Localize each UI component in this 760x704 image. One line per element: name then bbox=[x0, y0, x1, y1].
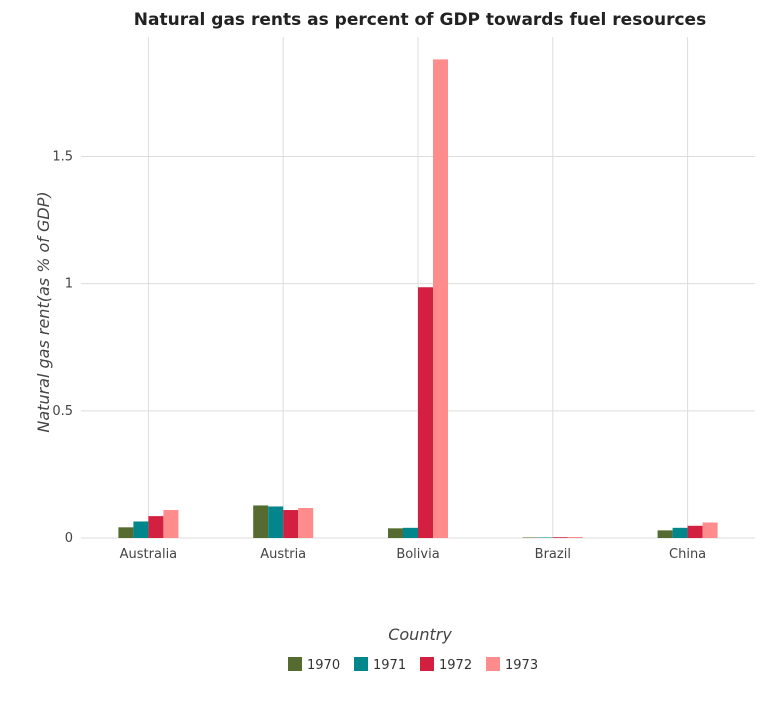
bar-china-1972 bbox=[687, 525, 703, 538]
gridlines bbox=[81, 37, 755, 539]
bar-bolivia-1971 bbox=[403, 527, 418, 538]
bar-australia-1973 bbox=[163, 510, 179, 538]
bar-china-1971 bbox=[672, 527, 688, 538]
bars bbox=[118, 59, 718, 538]
legend-swatch-1970 bbox=[288, 657, 302, 671]
bar-austria-1973 bbox=[298, 507, 314, 538]
y-tick-label: 1 bbox=[65, 277, 73, 292]
x-axis-label: Country bbox=[388, 625, 452, 644]
y-tick-label: 0 bbox=[65, 531, 73, 546]
legend-swatch-1972 bbox=[420, 657, 434, 671]
bar-bolivia-1972 bbox=[418, 287, 433, 538]
y-tick-label: 0.5 bbox=[52, 404, 73, 419]
y-tick-label: 1.5 bbox=[52, 150, 73, 165]
bar-australia-1971 bbox=[133, 521, 149, 538]
bar-australia-1972 bbox=[148, 516, 164, 538]
bar-australia-1970 bbox=[118, 527, 134, 538]
bar-brazil-1970 bbox=[522, 537, 538, 538]
x-tick-label: Bolivia bbox=[396, 547, 439, 562]
legend-label-1973: 1973 bbox=[505, 658, 538, 673]
x-tick-label: Brazil bbox=[535, 547, 571, 562]
bar-brazil-1972 bbox=[552, 537, 568, 538]
bar-austria-1972 bbox=[283, 510, 299, 538]
bar-brazil-1973 bbox=[567, 536, 583, 538]
legend-label-1971: 1971 bbox=[373, 658, 406, 673]
legend: 1970 1971 1972 1973 bbox=[288, 657, 538, 673]
y-tick-labels: 0 0.5 1 1.5 bbox=[52, 150, 73, 546]
x-tick-label: Austria bbox=[260, 547, 306, 562]
x-tick-label: Australia bbox=[120, 547, 178, 562]
bar-brazil-1971 bbox=[537, 537, 553, 538]
bar-china-1970 bbox=[657, 530, 673, 538]
x-tick-labels: Australia Austria Bolivia Brazil China bbox=[120, 547, 707, 562]
legend-label-1970: 1970 bbox=[307, 658, 340, 673]
bar-bolivia-1973 bbox=[433, 59, 448, 538]
bar-austria-1970 bbox=[253, 505, 269, 538]
bar-china-1973 bbox=[702, 522, 718, 538]
y-axis-label: Natural gas rent(as % of GDP) bbox=[34, 191, 53, 432]
legend-swatch-1971 bbox=[354, 657, 368, 671]
legend-label-1972: 1972 bbox=[439, 658, 472, 673]
legend-swatch-1973 bbox=[486, 657, 500, 671]
bar-bolivia-1970 bbox=[388, 528, 403, 538]
chart-title: Natural gas rents as percent of GDP towa… bbox=[134, 10, 706, 30]
bar-austria-1971 bbox=[268, 506, 284, 538]
x-tick-label: China bbox=[669, 547, 706, 562]
